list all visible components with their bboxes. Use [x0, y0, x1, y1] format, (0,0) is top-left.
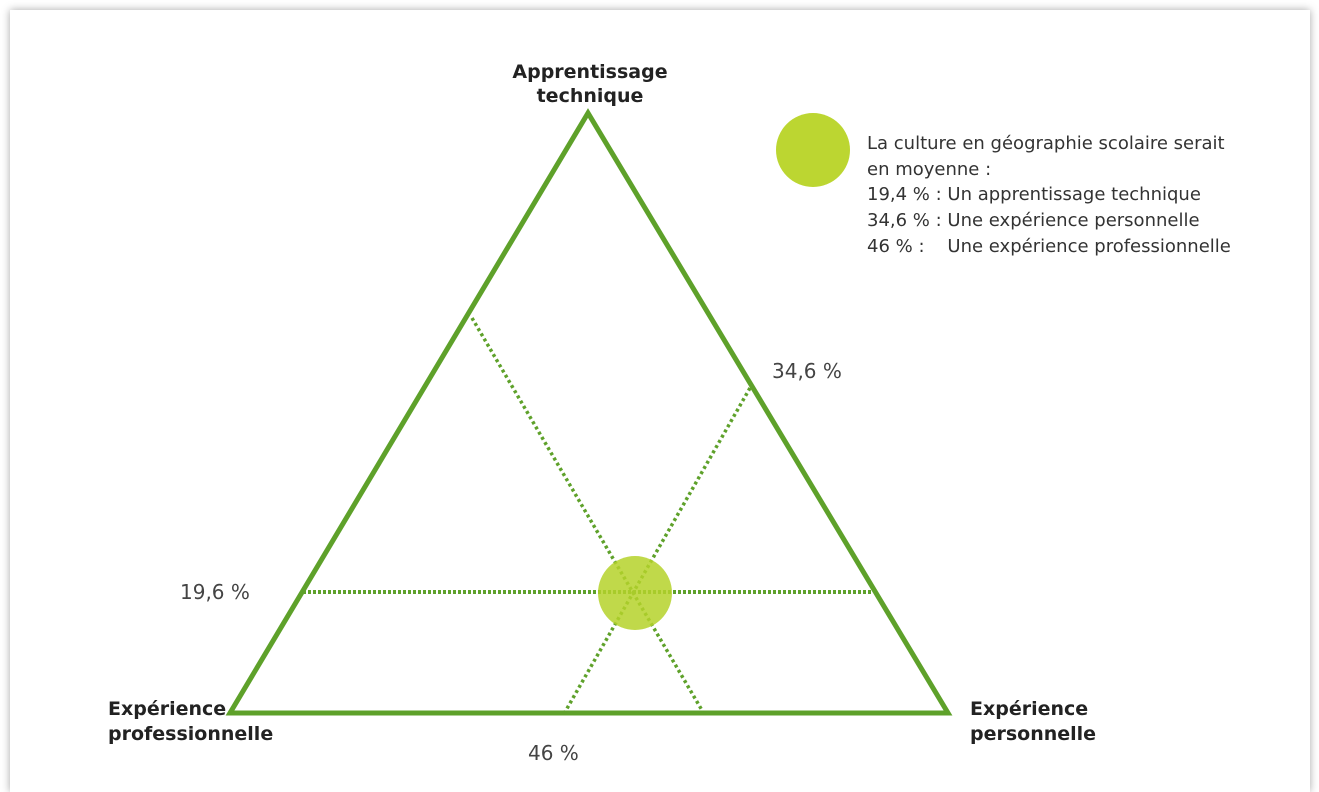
triangle [225, 108, 953, 716]
legend-marker [776, 113, 850, 187]
axis-label: 19,6 % [180, 580, 250, 604]
dotted-line [563, 387, 752, 713]
vertex-label: professionnelle [108, 723, 273, 745]
dotted-line [470, 317, 705, 713]
legend-line: 19,4 % : Un apprentissage technique [867, 184, 1201, 205]
vertex-label: Expérience [970, 698, 1088, 720]
legend-line: en moyenne : [867, 159, 991, 180]
vertex-label: Expérience [108, 698, 226, 720]
vertex-label: Apprentissage [512, 61, 667, 83]
legend-line: 34,6 % : Une expérience personnelle [867, 210, 1200, 231]
axis-label: 34,6 % [772, 359, 842, 383]
vertex-label: personnelle [970, 723, 1096, 745]
vertex-label: technique [537, 85, 644, 107]
mean-point [598, 556, 672, 630]
legend-line: 46 % : Une expérience professionnelle [867, 236, 1231, 257]
frame [10, 10, 1310, 792]
legend-line: La culture en géographie scolaire serait [867, 133, 1225, 154]
axis-label: 46 % [528, 741, 579, 765]
